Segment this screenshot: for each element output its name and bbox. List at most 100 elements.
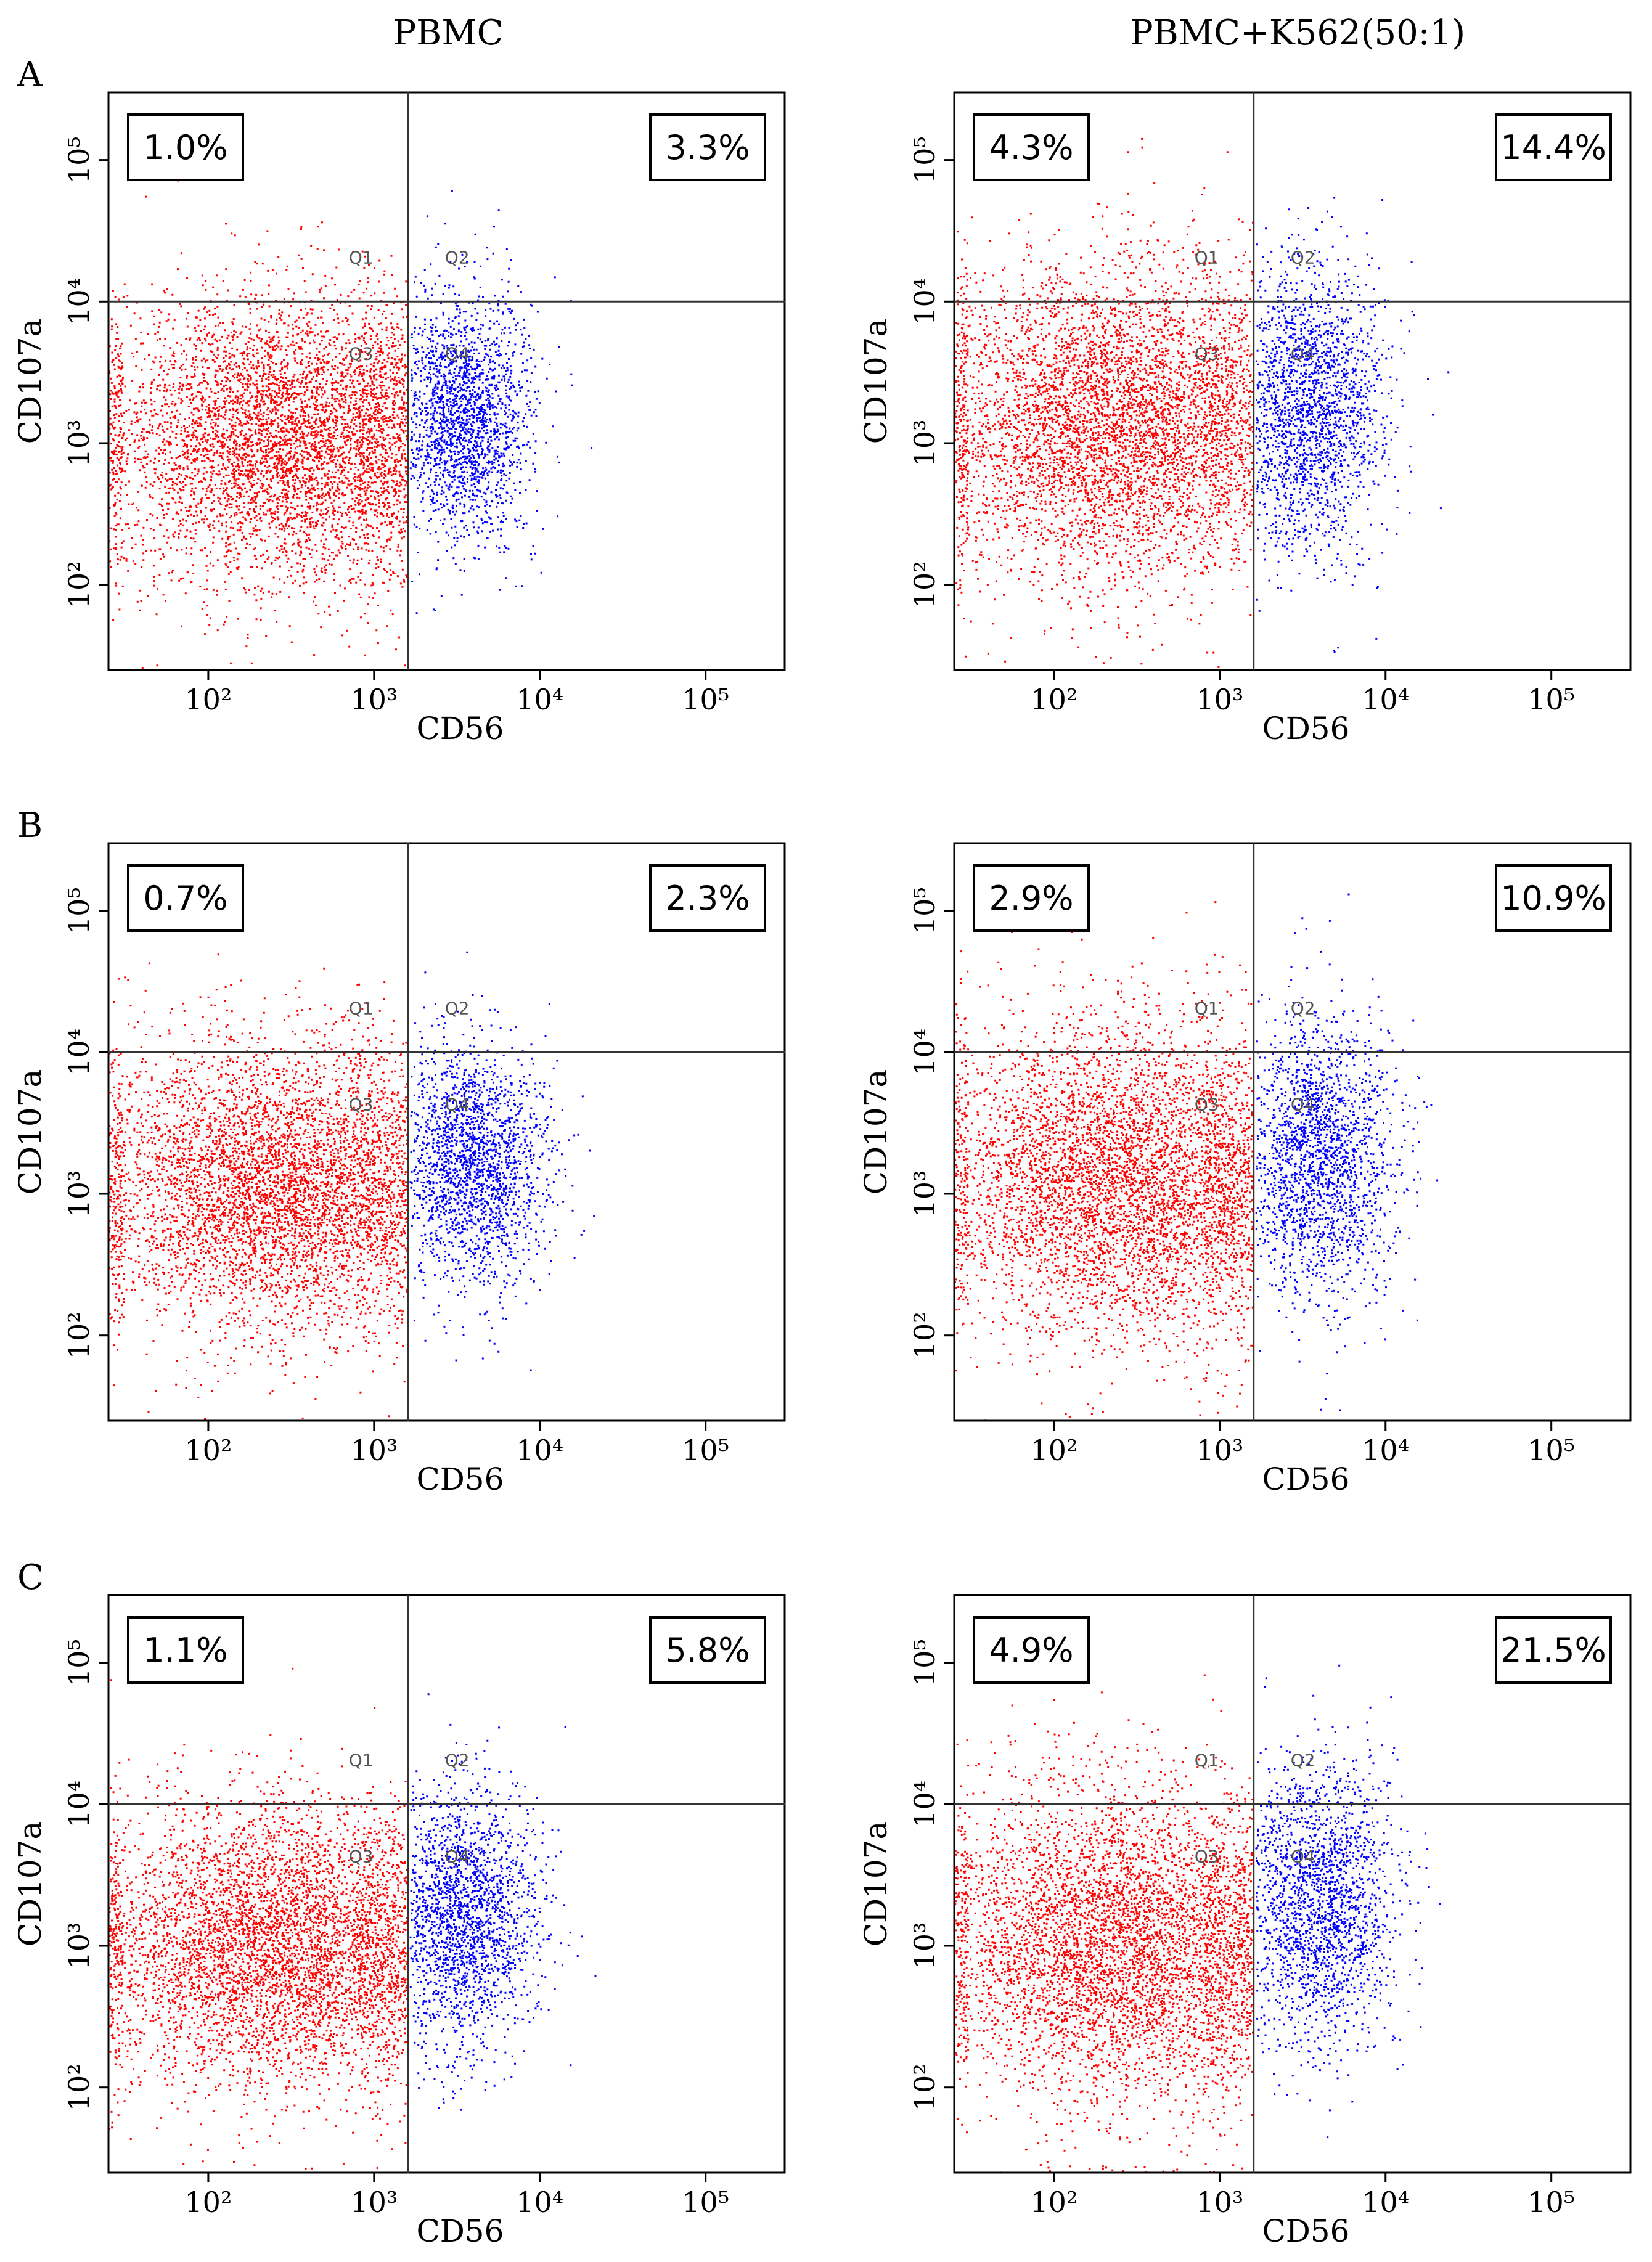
panel-a-pbmc-k562-x-tick-label-1: 10³ [1196,683,1243,716]
panel-a-pbmc-x-tick-label-1: 10³ [350,683,398,716]
row-label-b: B [17,806,43,846]
panel-a-pbmc-k562-x-tick-label-2: 10⁴ [1362,683,1409,716]
panel-b-pbmc-k562-x-axis-label: CD56 [1262,1461,1349,1497]
panel-a-pbmc-quadrant-label-q2: Q2 [445,247,470,267]
panel-a-pbmc-k562-q1-percent-box [973,113,1090,181]
panel-b-pbmc-y-tick-label-0: 10² [62,1312,96,1359]
panel-c-pbmc-quadrant-label-q1: Q1 [349,1750,374,1770]
panel-c-pbmc-k562-y-axis-label: CD107a [858,1821,894,1947]
panel-b-pbmc-k562-q2-percent-box [1495,864,1612,932]
panel-c-pbmc-k562-quadrant-label-q3: Q3 [1195,1846,1219,1866]
panel-a-pbmc-k562-quadrant-label-q2: Q2 [1291,247,1315,267]
panel-c-pbmc-population-cd56neg [108,1667,408,2170]
panel-a-pbmc-x-tick-label-2: 10⁴ [516,683,563,716]
panel-b-pbmc-x-axis-label: CD56 [416,1461,504,1497]
panel-a-pbmc-quadrant-label-q4: Q4 [445,343,470,364]
panel-a-pbmc-population-cd56pos [409,190,593,614]
panel-a-pbmc-k562: Q1 Q2 Q3 Q4 4.3% 14.4% 10² 10³ 10⁴ 10⁵ 10² 10³ 10⁴ 10… [858,91,1632,746]
panel-c-pbmc-x-tick-label-1: 10³ [350,2186,398,2219]
panel-a-pbmc-y-tick-label-2: 10⁴ [62,278,96,325]
panel-c-pbmc-k562-y-tick-label-1: 10³ [908,1922,941,1970]
panel-c-pbmc-y-tick-label-2: 10⁴ [62,1781,96,1828]
panel-a-pbmc-y-tick-label-0: 10² [62,561,96,608]
panel-b-pbmc-k562-q1-percent: 2.9% [989,879,1073,918]
row-label-c: C [17,1558,44,1598]
panel-c-pbmc-k562: Q1 Q2 Q3 Q4 4.9% 21.5% 10² 10³ 10⁴ 10⁵ 10² 10³ 10⁴ 10… [858,1594,1632,2249]
panel-b-pbmc-k562-population-cd56neg [954,872,1254,1421]
panel-a-pbmc-x-tick-label-3: 10⁵ [682,683,729,716]
panel-b-pbmc-quadrant-label-q1: Q1 [349,998,374,1018]
panel-c-pbmc-k562-quadrant-label-q2: Q2 [1291,1750,1315,1770]
panel-c-pbmc-k562-x-tick-label-1: 10³ [1196,2186,1243,2219]
panel-a-pbmc-k562-x-axis-label: CD56 [1262,711,1349,746]
panel-a-pbmc-q1-percent-box [127,113,244,181]
panel-a-pbmc-k562-y-tick-label-2: 10⁴ [908,278,941,325]
panel-b-pbmc-x-tick-label-1: 10³ [350,1434,398,1467]
panel-c-pbmc-k562-q1-percent: 4.9% [989,1631,1073,1670]
panel-b-pbmc-q1-percent-box [127,864,244,932]
panel-a-pbmc-k562-population-cd56pos [1255,197,1450,653]
panel-a-pbmc-y-tick-label-1: 10³ [62,420,96,467]
panel-c-pbmc-x-axis-label: CD56 [416,2213,504,2249]
panel-c-pbmc-x-tick-label-2: 10⁴ [516,2186,563,2219]
panel-b-pbmc-k562-q2-percent: 10.9% [1500,879,1606,918]
panel-a-pbmc-quadrant-label-q3: Q3 [349,343,374,364]
panel-c-pbmc-plot-frame [107,1594,786,2174]
panel-b-pbmc-k562-y-tick-label-0: 10² [908,1312,941,1359]
panel-a-pbmc-k562-quadrant-label-q3: Q3 [1195,343,1219,364]
panel-a-pbmc: Q1 Q2 Q3 Q4 1.0% 3.3% 10² 10³ 10⁴ 10⁵ 10² 10³ 10⁴ 10⁵… [12,91,786,746]
panel-c-pbmc-population-cd56pos [409,1693,597,2111]
panel-c-pbmc-k562-x-tick-label-0: 10² [1030,2186,1077,2219]
panel-a-pbmc-k562-quadrant-label-q1: Q1 [1195,247,1219,267]
column-title-pbmc-k562: PBMC+K562(50:1) [1130,13,1465,53]
panel-b-pbmc-k562: Q1 Q2 Q3 Q4 2.9% 10.9% 10² 10³ 10⁴ 10⁵ 10² 10³ 10⁴ 10… [858,842,1632,1497]
panel-b-pbmc-k562-y-axis-label: CD107a [858,1069,894,1195]
panel-c-pbmc-k562-q2-percent: 21.5% [1500,1631,1606,1670]
panel-c-pbmc-k562-y-tick-label-2: 10⁴ [908,1781,941,1828]
panel-b-pbmc-k562-quadrant-label-q2: Q2 [1291,998,1315,1018]
panel-c-pbmc-k562-q2-percent-box [1495,1616,1612,1684]
panel-a-pbmc-x-tick-label-0: 10² [184,683,232,716]
panel-b-pbmc-k562-quadrant-label-q4: Q4 [1291,1094,1315,1114]
row-label-a: A [17,55,43,95]
panel-c-pbmc-k562-plot-frame [953,1594,1632,2174]
panel-b-pbmc-quadrant-label-q4: Q4 [445,1094,470,1114]
panel-a-pbmc-k562-y-tick-label-1: 10³ [908,420,941,467]
panel-c-pbmc-x-tick-label-3: 10⁵ [682,2186,729,2219]
panel-c-pbmc-k562-x-tick-label-3: 10⁵ [1527,2186,1575,2219]
panel-c-pbmc-k562-dots [954,1664,1441,2173]
panel-c-pbmc-k562-x-axis-label: CD56 [1262,2213,1349,2249]
panel-b-pbmc-k562-plot-frame [953,842,1632,1422]
panel-c-pbmc: Q1 Q2 Q3 Q4 1.1% 5.8% 10² 10³ 10⁴ 10⁵ 10² 10³ 10⁴ 10⁵… [12,1594,786,2249]
panel-b-pbmc-k562-quadrant-label-q1: Q1 [1195,998,1219,1018]
panel-a-pbmc-k562-q1-percent: 4.3% [989,128,1073,167]
panel-a-pbmc-k562-dots [954,137,1450,670]
panel-a-pbmc-k562-quadrant-label-q4: Q4 [1291,343,1315,364]
panel-b-pbmc-plot-frame [107,842,786,1422]
panel-c-pbmc-y-tick-label-1: 10³ [62,1922,96,1970]
panel-b-pbmc-k562-y-tick-label-3: 10⁵ [908,887,941,934]
panel-c-pbmc-q1-percent: 1.1% [143,1631,227,1670]
panel-c-pbmc-k562-quadrant-label-q4: Q4 [1291,1846,1315,1866]
panel-a-pbmc-y-tick-label-3: 10⁵ [62,136,96,184]
panel-c-pbmc-quadrant-label-q2: Q2 [445,1750,470,1770]
panel-a-pbmc-k562-y-tick-label-0: 10² [908,561,941,608]
panel-b-pbmc-k562-x-tick-label-3: 10⁵ [1527,1434,1575,1467]
panel-a-pbmc-k562-x-tick-label-0: 10² [1030,683,1077,716]
panel-c-pbmc-k562-x-tick-label-2: 10⁴ [1362,2186,1409,2219]
panel-b-pbmc-k562-x-tick-label-2: 10⁴ [1362,1434,1409,1467]
panel-a-pbmc-plot-frame [107,91,786,671]
panel-c-pbmc-q1-percent-box [127,1616,244,1684]
panel-b-pbmc-k562-x-tick-label-1: 10³ [1196,1434,1243,1467]
panel-a-pbmc-k562-plot-frame [953,91,1632,671]
panel-c-pbmc-q2-percent: 5.8% [665,1631,750,1670]
panel-b-pbmc-quadrant-label-q3: Q3 [349,1094,374,1114]
panel-a-pbmc-k562-q2-percent: 14.4% [1500,128,1606,167]
panel-b-pbmc-k562-x-tick-label-0: 10² [1030,1434,1077,1467]
panel-b-pbmc-q2-percent-box [649,864,766,932]
panel-b-pbmc-quadrant-label-q2: Q2 [445,998,470,1018]
panel-a-pbmc-q1-percent: 1.0% [143,128,227,167]
panel-b-pbmc-k562-y-tick-label-2: 10⁴ [908,1029,941,1076]
